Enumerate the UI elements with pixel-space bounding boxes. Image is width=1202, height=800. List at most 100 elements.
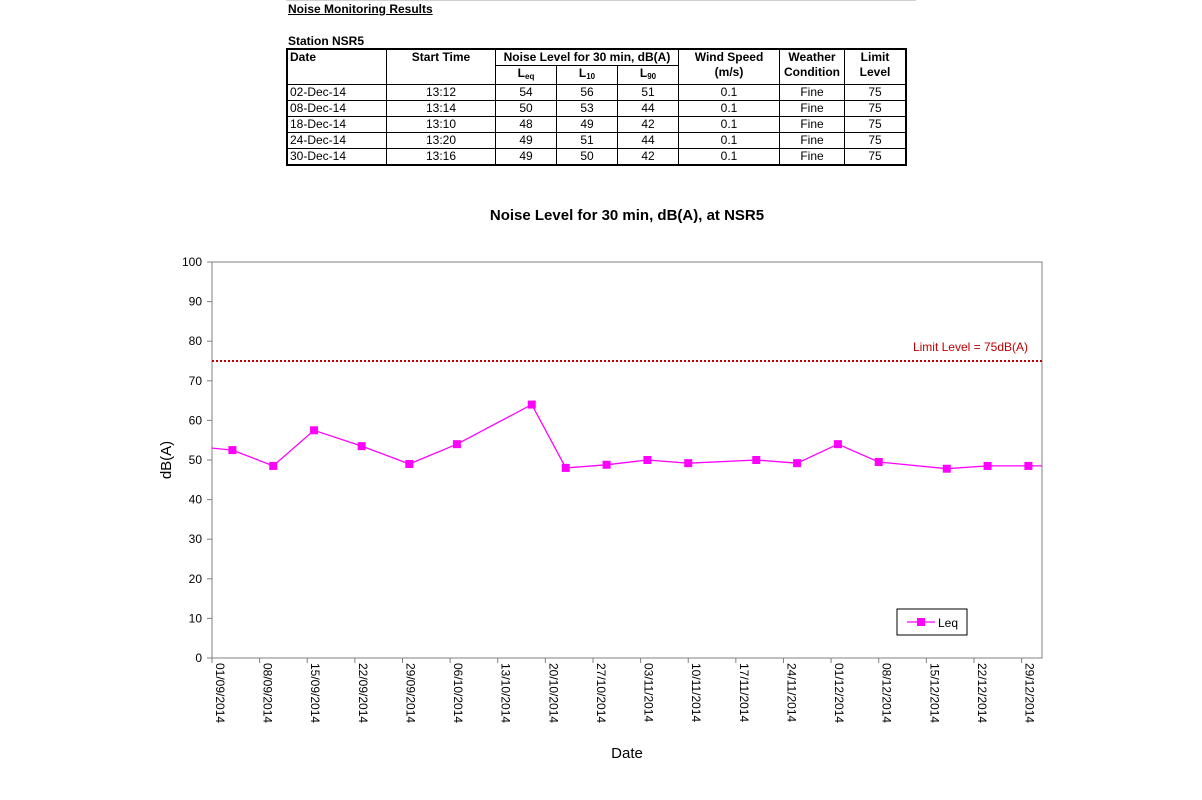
cell-leq: 54	[495, 84, 557, 101]
x-tick-label: 15/12/2014	[927, 663, 941, 723]
data-point	[405, 459, 414, 468]
report-title: Noise Monitoring Results	[288, 2, 433, 16]
cell-l10: 56	[556, 84, 618, 101]
header-l10-main: L	[578, 66, 587, 80]
y-tick-label: 10	[189, 611, 203, 625]
table-row: 24-Dec-14 13:20 49 51 44 0.1 Fine 75	[286, 132, 907, 149]
y-tick-label: 80	[189, 334, 203, 348]
y-tick-label: 30	[189, 532, 203, 546]
cell-limit: 75	[844, 100, 907, 117]
cell-weather: Fine	[779, 148, 845, 166]
cell-l90: 42	[617, 148, 679, 166]
cell-date: 24-Dec-14	[286, 132, 387, 149]
y-tick-label: 70	[189, 374, 203, 388]
title-divider	[286, 0, 916, 1]
header-date: Date	[286, 48, 387, 85]
cell-start-time: 13:10	[386, 116, 496, 133]
cell-l10: 51	[556, 132, 618, 149]
header-start-time: Start Time	[386, 48, 496, 85]
x-tick-label: 24/11/2014	[784, 663, 798, 722]
data-point	[228, 446, 237, 455]
x-tick-label: 27/10/2014	[594, 663, 608, 723]
x-tick-label: 15/09/2014	[308, 663, 322, 723]
data-point	[561, 463, 570, 472]
header-l90-main: L	[639, 66, 648, 80]
header-limit-label: Limit	[860, 50, 890, 64]
cell-l90: 42	[617, 116, 679, 133]
y-tick-label: 0	[195, 651, 202, 665]
x-tick-label: 08/09/2014	[261, 663, 275, 723]
header-weather-label-2: Condition	[784, 65, 840, 79]
header-l10: L10	[556, 65, 618, 85]
results-table: Date Start Time Noise Level for 30 min, …	[286, 48, 907, 166]
header-l10-sub: 10	[586, 72, 596, 81]
header-noise-level: Noise Level for 30 min, dB(A)	[495, 48, 679, 66]
x-tick-label: 29/12/2014	[1023, 663, 1037, 723]
y-tick-label: 60	[189, 413, 203, 427]
data-point	[310, 426, 319, 435]
y-tick-label: 50	[189, 453, 203, 467]
x-tick-label: 13/10/2014	[499, 663, 513, 723]
cell-start-time: 13:20	[386, 132, 496, 149]
data-point	[269, 461, 278, 470]
x-tick-label: 22/09/2014	[356, 663, 370, 723]
series-group	[211, 400, 1042, 473]
y-tick-label: 100	[182, 255, 202, 269]
noise-level-chart: Noise Level for 30 min, dB(A), at NSR5 0…	[158, 207, 1043, 762]
cell-limit: 75	[844, 132, 907, 149]
cell-weather: Fine	[779, 100, 845, 117]
y-tick-label: 90	[189, 295, 203, 309]
cell-wind-speed: 0.1	[678, 100, 780, 117]
x-tick-label: 03/11/2014	[642, 663, 656, 722]
station-label: Station NSR5	[288, 34, 365, 48]
header-weather-label: Weather	[788, 50, 836, 64]
series-line	[211, 403, 1042, 470]
header-l90-sub: 90	[647, 72, 657, 81]
x-axis-label: Date	[611, 745, 643, 762]
x-tick-label: 29/09/2014	[403, 663, 417, 723]
cell-limit: 75	[844, 84, 907, 101]
y-tick-label: 20	[189, 572, 203, 586]
cell-l90: 44	[617, 100, 679, 117]
y-axis-label: dB(A)	[158, 441, 175, 479]
cell-date: 08-Dec-14	[286, 100, 387, 117]
header-weather: Weather Condition	[779, 48, 845, 85]
cell-weather: Fine	[779, 116, 845, 133]
data-point	[983, 461, 992, 470]
legend-marker	[917, 618, 925, 626]
data-point	[833, 440, 842, 449]
header-leq-main: L	[517, 66, 525, 80]
x-tick-label: 17/11/2014	[737, 663, 751, 722]
x-tick-label: 06/10/2014	[451, 663, 465, 723]
data-point	[874, 457, 883, 466]
data-point	[527, 400, 536, 409]
limit-line-label: Limit Level = 75dB(A)	[913, 340, 1028, 354]
cell-date: 18-Dec-14	[286, 116, 387, 133]
cell-start-time: 13:16	[386, 148, 496, 166]
legend-label: Leq	[938, 616, 958, 630]
y-tick-label: 40	[189, 493, 203, 507]
x-tick-label: 01/09/2014	[213, 663, 227, 723]
table-row: 30-Dec-14 13:16 49 50 42 0.1 Fine 75	[286, 148, 907, 166]
data-point	[1024, 461, 1033, 470]
table-row: 02-Dec-14 13:12 54 56 51 0.1 Fine 75	[286, 84, 907, 101]
cell-limit: 75	[844, 148, 907, 166]
cell-l10: 50	[556, 148, 618, 166]
cell-wind-speed: 0.1	[678, 148, 780, 166]
y-axis: 0 10 20 30 40 50 60 70 80 90 100	[182, 255, 212, 665]
x-tick-label: 22/12/2014	[975, 663, 989, 723]
x-tick-label: 10/11/2014	[689, 663, 703, 722]
cell-l10: 53	[556, 100, 618, 117]
data-point	[357, 442, 366, 451]
cell-l10: 49	[556, 116, 618, 133]
header-limit: Limit Level	[844, 48, 907, 85]
plot-area	[211, 261, 1043, 659]
limit-line-group: Limit Level = 75dB(A)	[212, 340, 1042, 362]
data-point	[942, 464, 951, 473]
x-axis: 01/09/2014 08/09/2014 15/09/2014 22/09/2014…	[211, 658, 1037, 723]
header-wind-speed: Wind Speed (m/s)	[678, 48, 780, 85]
cell-leq: 49	[495, 132, 557, 149]
cell-limit: 75	[844, 116, 907, 133]
cell-wind-speed: 0.1	[678, 132, 780, 149]
cell-date: 02-Dec-14	[286, 84, 387, 101]
